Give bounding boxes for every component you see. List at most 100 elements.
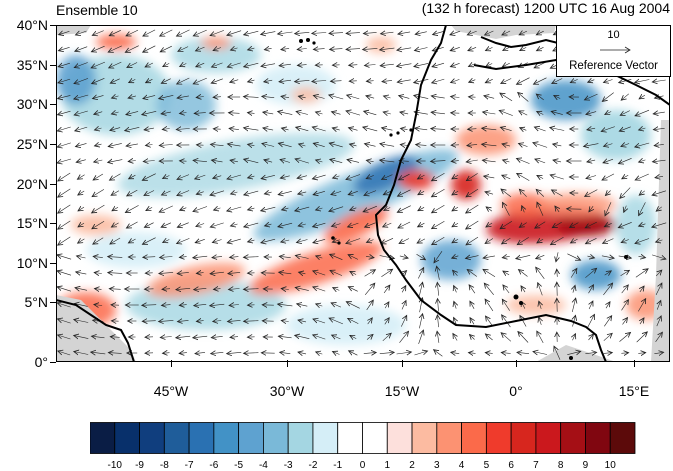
wind-arrow [295,32,310,33]
wind-arrow [180,208,187,211]
wind-arrow [227,206,242,211]
wind-arrow [535,221,546,228]
wind-arrow [400,145,408,146]
wind-arrow [589,334,594,341]
wind-arrow [602,173,615,180]
wind-arrow [535,159,546,163]
wind-arrow [382,80,393,81]
wind-arrow [316,160,323,162]
wind-arrow [502,31,511,35]
wind-arrow [482,160,496,162]
wind-arrow [585,268,596,278]
wind-arrow [248,208,255,210]
wind-arrow [550,128,565,131]
wind-arrow [453,270,458,276]
wind-arrow [313,191,325,194]
wind-arrow [125,127,140,130]
wind-arrow [296,112,308,115]
wind-arrow [517,173,530,181]
wind-arrow [264,192,272,194]
colorbar-label: -10 [107,460,122,471]
wind-arrow [91,352,106,354]
wind-arrow [520,47,527,50]
wind-arrow [75,288,88,291]
wind-arrow [416,145,427,146]
wind-arrow [454,286,457,293]
wind-arrow [368,318,373,325]
wind-arrow [244,128,259,130]
wind-arrow [92,189,105,196]
wind-arrow [178,46,189,52]
wind-arrow [278,304,293,306]
wind-arrow [129,79,136,82]
wind-arrow [536,267,545,279]
wind-arrow [280,160,290,163]
wind-arrow [210,304,225,306]
wind-arrow [91,45,105,52]
wind-arrow [92,220,105,229]
wind-vectors [57,29,666,360]
wind-arrow [145,63,154,67]
colorbar-swatch [510,422,537,454]
wind-arrow [433,31,444,34]
wind-arrow [516,255,531,258]
wind-arrow [500,127,512,130]
wind-arrow [415,48,428,51]
longitude-label: 0° [509,383,523,399]
colorbar-swatch [163,422,190,454]
wind-arrow [437,315,438,328]
wind-arrow [367,240,374,243]
wind-arrow [58,111,71,115]
wind-arrow [126,29,139,36]
wind-arrow [142,237,156,245]
wind-arrow [414,63,429,66]
wind-arrow [606,302,610,309]
wind-arrow [58,204,71,213]
wind-arrow [331,81,342,82]
wind-arrow [57,255,72,260]
wind-arrow [639,191,645,195]
wind-arrow [622,175,629,179]
wind-arrow [330,254,343,260]
wind-arrow [432,188,445,197]
wind-arrow [163,240,170,243]
wind-arrow [295,80,310,81]
wind-arrow [298,224,306,226]
wind-arrow [517,158,530,164]
wind-arrow [214,289,221,290]
wind-arrow [419,314,422,329]
wind-arrow [604,144,613,147]
colorbar-swatch [609,422,636,454]
map-frame [56,25,670,362]
wind-arrow [228,272,241,273]
wind-arrow [160,337,172,338]
wind-arrow [384,96,391,98]
wind-arrow [619,126,631,131]
wind-arrow [431,112,445,114]
wind-arrow [466,256,479,259]
wind-arrow [162,305,171,306]
wind-arrow [194,288,207,289]
wind-arrow [635,269,648,278]
wind-arrow [193,256,208,258]
wind-arrow [331,303,342,307]
wind-arrow [333,288,340,291]
wind-arrow [297,49,307,50]
wind-arrow [624,205,627,213]
wind-arrow [567,351,580,354]
wind-arrow [210,30,225,35]
wind-arrow [329,318,344,325]
wind-arrow [397,80,411,82]
wind-arrow [573,334,576,341]
wind-arrow [415,32,427,35]
wind-arrow [466,204,479,213]
wind-arrow [213,321,222,322]
wind-arrow [432,221,445,228]
wind-arrow [469,285,476,294]
wind-arrow [635,80,650,83]
wind-arrow [619,79,632,82]
wind-arrow [380,64,394,66]
wind-arrow [539,301,541,309]
colorbar-label: -6 [209,460,219,471]
wind-arrow [520,316,527,327]
